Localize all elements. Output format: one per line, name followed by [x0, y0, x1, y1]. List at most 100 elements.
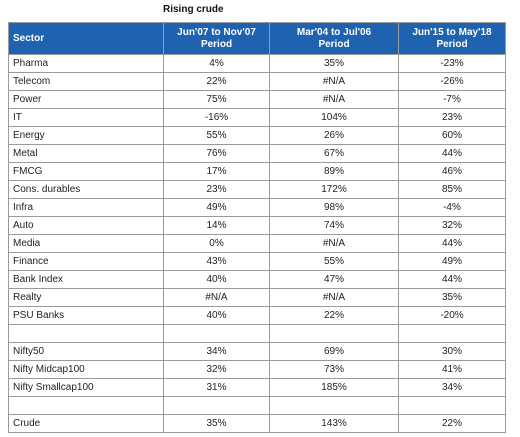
table-row: Cons. durables 23% 172% 85% — [8, 180, 506, 199]
value-cell: 40% — [163, 306, 270, 325]
value-cell: 14% — [163, 216, 270, 235]
value-cell: 46% — [398, 162, 506, 181]
value-cell: 44% — [398, 234, 506, 253]
value-cell: 22% — [269, 306, 399, 325]
value-cell: -4% — [398, 198, 506, 217]
spacer-row — [8, 396, 506, 415]
period-range: Mar'04 to Jul'06 — [296, 26, 372, 38]
sector-cell: PSU Banks — [8, 306, 164, 325]
sector-cell: Energy — [8, 126, 164, 145]
empty-cell — [8, 396, 164, 415]
sector-cell: Crude — [8, 414, 164, 433]
period-label: Period — [436, 38, 468, 50]
table-row: Realty #N/A #N/A 35% — [8, 288, 506, 307]
sector-cell: Bank Index — [8, 270, 164, 289]
value-cell: -7% — [398, 90, 506, 109]
value-cell: 98% — [269, 198, 399, 217]
value-cell: 35% — [163, 414, 270, 433]
sector-cell: Telecom — [8, 72, 164, 91]
table-row: Media 0% #N/A 44% — [8, 234, 506, 253]
empty-cell — [163, 324, 270, 343]
table-row: PSU Banks 40% 22% -20% — [8, 306, 506, 325]
table: Sector Jun'07 to Nov'07 Period Mar'04 to J… — [8, 22, 506, 433]
value-cell: 47% — [269, 270, 399, 289]
table-row: Auto 14% 74% 32% — [8, 216, 506, 235]
value-cell: #N/A — [163, 288, 270, 307]
value-cell: 44% — [398, 144, 506, 163]
value-cell: 49% — [398, 252, 506, 271]
sector-cell: FMCG — [8, 162, 164, 181]
table-row: FMCG 17% 89% 46% — [8, 162, 506, 181]
sector-cell: Pharma — [8, 54, 164, 73]
empty-cell — [8, 324, 164, 343]
value-cell: 30% — [398, 342, 506, 361]
empty-cell — [398, 396, 506, 415]
value-cell: 143% — [269, 414, 399, 433]
header-cell: Sector — [8, 22, 164, 55]
table-row: Nifty Midcap100 32% 73% 41% — [8, 360, 506, 379]
sector-cell: Power — [8, 90, 164, 109]
value-cell: 67% — [269, 144, 399, 163]
period-label: Period — [318, 38, 350, 50]
sector-cell: Cons. durables — [8, 180, 164, 199]
value-cell: 34% — [398, 378, 506, 397]
value-cell: 22% — [398, 414, 506, 433]
period-range: Jun'15 to May'18 — [412, 26, 492, 38]
value-cell: 85% — [398, 180, 506, 199]
table-row: Infra 49% 98% -4% — [8, 198, 506, 217]
value-cell: 74% — [269, 216, 399, 235]
sector-cell: Media — [8, 234, 164, 253]
value-cell: -16% — [163, 108, 270, 127]
value-cell: 23% — [163, 180, 270, 199]
value-cell: 185% — [269, 378, 399, 397]
sector-cell: Nifty Midcap100 — [8, 360, 164, 379]
value-cell: 31% — [163, 378, 270, 397]
table-row: Crude 35% 143% 22% — [8, 414, 506, 433]
table-row: Metal 76% 67% 44% — [8, 144, 506, 163]
table-title: Rising crude — [163, 4, 224, 15]
header-row: Sector Jun'07 to Nov'07 Period Mar'04 to J… — [8, 22, 506, 55]
table-row: Nifty Smallcap100 31% 185% 34% — [8, 378, 506, 397]
value-cell: 22% — [163, 72, 270, 91]
value-cell: 76% — [163, 144, 270, 163]
sector-cell: Nifty50 — [8, 342, 164, 361]
empty-cell — [163, 396, 270, 415]
value-cell: 69% — [269, 342, 399, 361]
value-cell: 55% — [163, 126, 270, 145]
sector-cell: IT — [8, 108, 164, 127]
value-cell: 23% — [398, 108, 506, 127]
value-cell: 55% — [269, 252, 399, 271]
value-cell: 32% — [398, 216, 506, 235]
value-cell: 73% — [269, 360, 399, 379]
period-label: Period — [200, 38, 233, 50]
sector-cell: Nifty Smallcap100 — [8, 378, 164, 397]
value-cell: -20% — [398, 306, 506, 325]
value-cell: 0% — [163, 234, 270, 253]
value-cell: 89% — [269, 162, 399, 181]
header-cell: Mar'04 to Jul'06 Period — [269, 22, 399, 55]
value-cell: 41% — [398, 360, 506, 379]
value-cell: 104% — [269, 108, 399, 127]
table-row: IT -16% 104% 23% — [8, 108, 506, 127]
sector-cell: Metal — [8, 144, 164, 163]
table-row: Finance 43% 55% 49% — [8, 252, 506, 271]
sector-cell: Infra — [8, 198, 164, 217]
empty-cell — [398, 324, 506, 343]
value-cell: #N/A — [269, 288, 399, 307]
value-cell: #N/A — [269, 234, 399, 253]
value-cell: 32% — [163, 360, 270, 379]
value-cell: 75% — [163, 90, 270, 109]
table-row: Pharma 4% 35% -23% — [8, 54, 506, 73]
empty-cell — [269, 396, 399, 415]
empty-cell — [269, 324, 399, 343]
table-row: Nifty50 34% 69% 30% — [8, 342, 506, 361]
value-cell: 43% — [163, 252, 270, 271]
value-cell: -23% — [398, 54, 506, 73]
table-row: Power 75% #N/A -7% — [8, 90, 506, 109]
value-cell: 40% — [163, 270, 270, 289]
sector-cell: Finance — [8, 252, 164, 271]
table-row: Bank Index 40% 47% 44% — [8, 270, 506, 289]
value-cell: 26% — [269, 126, 399, 145]
value-cell: 35% — [398, 288, 506, 307]
